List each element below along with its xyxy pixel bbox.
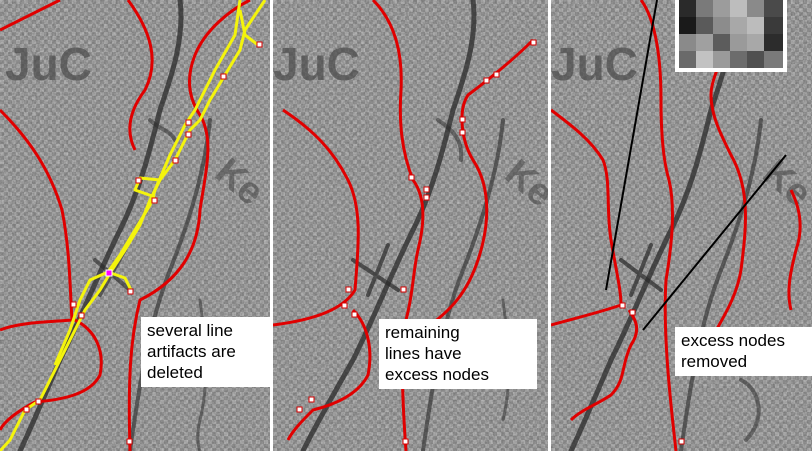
boundary-lines xyxy=(0,0,251,451)
node xyxy=(341,302,348,309)
node xyxy=(423,194,430,201)
node xyxy=(629,309,636,316)
node xyxy=(35,398,42,405)
node xyxy=(127,288,134,295)
node xyxy=(408,174,415,181)
node xyxy=(70,301,77,308)
node xyxy=(493,71,500,78)
caption-panel-1: several line artifacts are deleted xyxy=(141,317,270,387)
pixel-grid xyxy=(679,0,783,68)
node xyxy=(402,438,409,445)
node xyxy=(308,396,315,403)
scanned-dark-lines xyxy=(300,0,511,451)
node xyxy=(619,302,626,309)
map-label-primary: JuC xyxy=(273,38,360,90)
pointer-lines xyxy=(605,0,787,331)
node xyxy=(459,116,466,123)
caption-panel-2: remaining lines have excess nodes xyxy=(379,319,537,389)
map-label-primary: JuC xyxy=(551,38,638,90)
node xyxy=(256,41,263,48)
node xyxy=(23,406,30,413)
node xyxy=(135,177,142,184)
node xyxy=(172,157,179,164)
highlight-node xyxy=(105,269,113,277)
node xyxy=(351,311,358,318)
map-panel-1: JuC Ke xyxy=(0,0,270,451)
panel-3: JuC Ke excess nodes removed xyxy=(551,0,812,451)
panel-2: JuC Ke remaining lines have excess nod xyxy=(273,0,548,451)
zoom-inset-pixels xyxy=(679,0,783,68)
boundary-lines xyxy=(551,0,802,451)
node xyxy=(459,129,466,136)
nodes xyxy=(296,39,537,445)
node xyxy=(220,73,227,80)
caption-panel-3: excess nodes removed xyxy=(675,327,812,376)
map-label-primary: JuC xyxy=(5,38,92,90)
node xyxy=(151,197,158,204)
node xyxy=(400,286,407,293)
node xyxy=(126,438,133,445)
pointer-line-to-inset xyxy=(605,0,658,291)
node xyxy=(185,119,192,126)
zoom-inset xyxy=(675,0,787,72)
node xyxy=(530,39,537,46)
node xyxy=(483,77,490,84)
nodes xyxy=(23,41,263,445)
node xyxy=(678,438,685,445)
artifact-lines xyxy=(0,0,267,451)
pointer-line-to-node xyxy=(642,154,787,331)
node xyxy=(185,131,192,138)
node xyxy=(78,312,85,319)
node xyxy=(423,186,430,193)
node xyxy=(345,286,352,293)
nodes xyxy=(619,302,685,445)
panel-1: JuC Ke xyxy=(0,0,270,451)
node xyxy=(296,406,303,413)
